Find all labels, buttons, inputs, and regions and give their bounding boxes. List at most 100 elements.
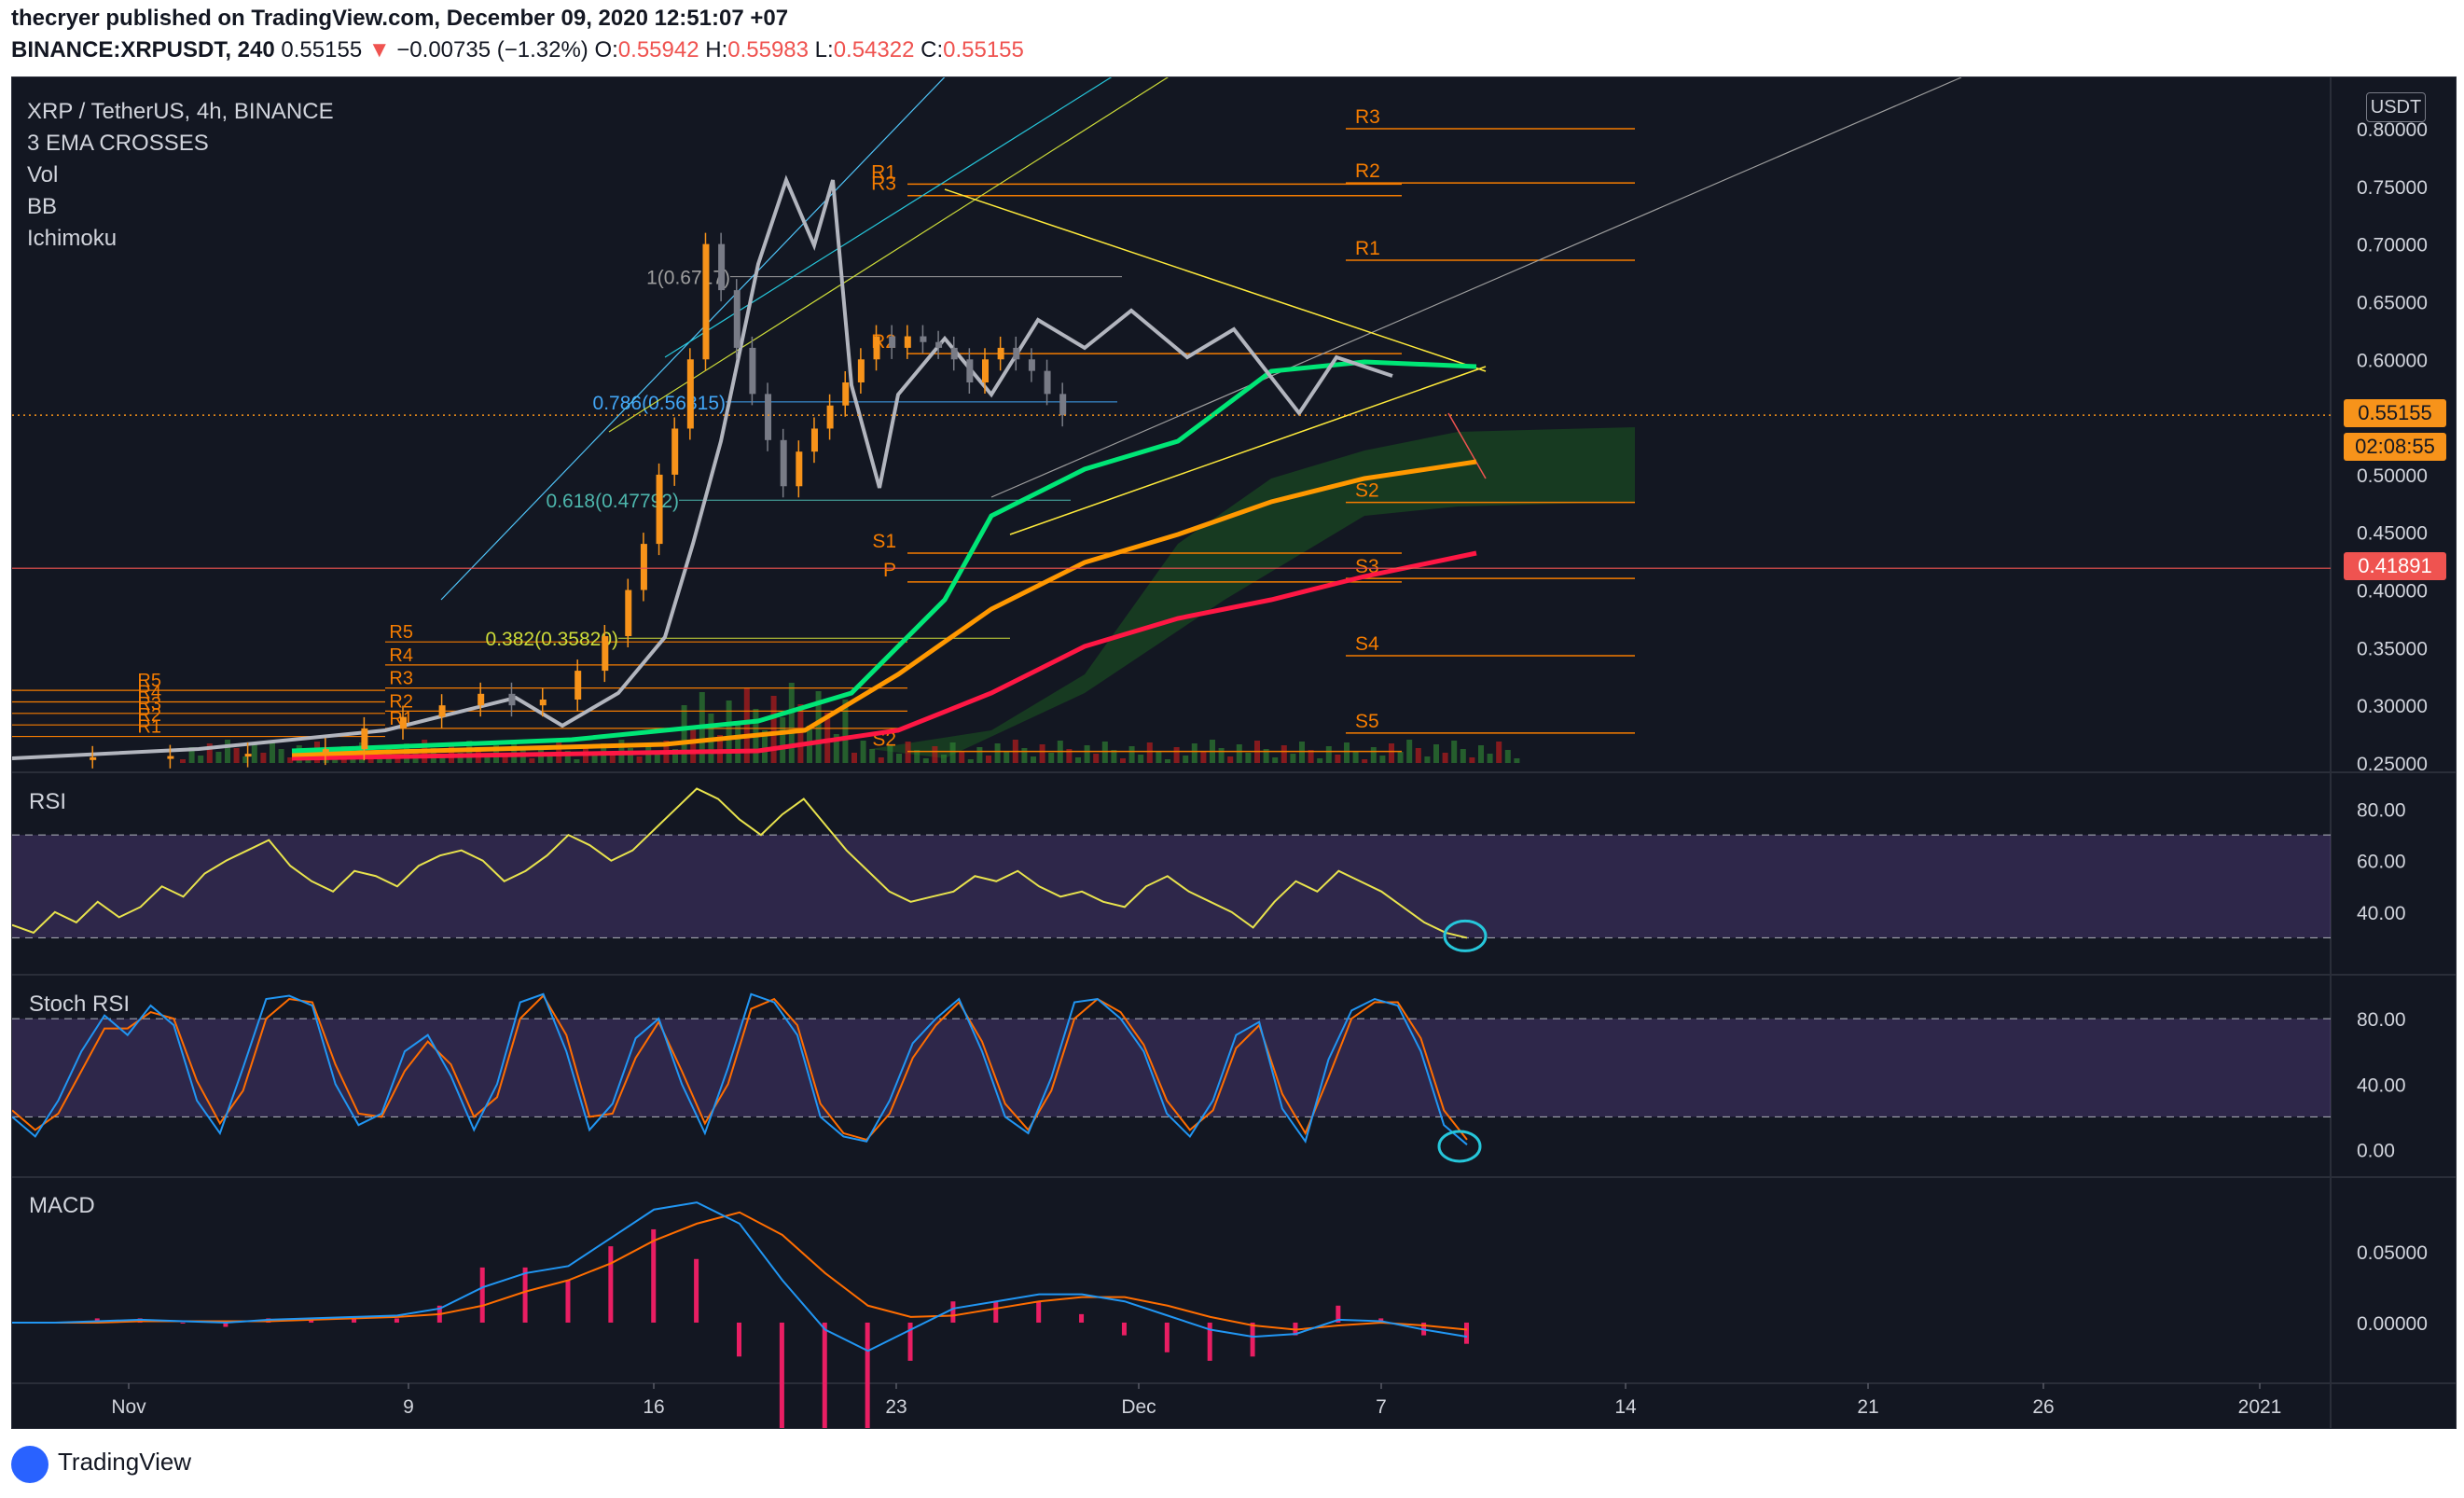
volume-bar bbox=[628, 748, 633, 763]
last-price-tag: 0.55155 bbox=[2344, 399, 2446, 427]
volume-bar bbox=[1048, 753, 1055, 763]
volume-bar bbox=[233, 748, 240, 763]
pivot-label: R5 bbox=[137, 671, 161, 691]
countdown-tag: 02:08:55 bbox=[2344, 433, 2446, 461]
candle-body bbox=[640, 544, 647, 590]
volume-bar bbox=[1325, 746, 1332, 763]
volume-bar bbox=[1084, 745, 1090, 763]
volume-bar bbox=[332, 758, 339, 763]
candle-body bbox=[826, 405, 834, 429]
macd-line bbox=[12, 1201, 1468, 1352]
volume-bar bbox=[1442, 753, 1448, 763]
rsi-highlight-circle bbox=[1443, 919, 1488, 952]
macd-histogram-bar bbox=[651, 1228, 657, 1323]
pivot-label: R3 bbox=[1355, 106, 1380, 128]
currency-button[interactable]: USDT bbox=[2366, 92, 2426, 122]
legend-bb[interactable]: BB bbox=[27, 194, 58, 219]
trend-line bbox=[440, 77, 946, 601]
legend-vol[interactable]: Vol bbox=[27, 162, 59, 187]
time-tick-label: Dec bbox=[1121, 1396, 1156, 1418]
legend-ichimoku[interactable]: Ichimoku bbox=[27, 226, 118, 251]
candle-body bbox=[765, 394, 772, 440]
volume-bar bbox=[797, 704, 804, 763]
volume-bar bbox=[636, 756, 643, 763]
volume-bar bbox=[215, 752, 222, 763]
macd-histogram-bar bbox=[907, 1322, 913, 1361]
candle-body bbox=[625, 589, 632, 636]
price-tick-label: 0.35000 bbox=[2357, 638, 2428, 659]
candle-body bbox=[810, 428, 818, 452]
candle-body bbox=[718, 243, 726, 291]
volume-bar bbox=[242, 756, 249, 763]
open-label: O: bbox=[594, 37, 618, 62]
macd-histogram-bar bbox=[779, 1322, 784, 1428]
projection-arrow bbox=[1447, 412, 1487, 479]
ohlc-line: BINANCE:XRPUSDT, 240 0.55155 ▼ −0.00735 … bbox=[11, 37, 1024, 63]
close-value: 0.55155 bbox=[943, 37, 1024, 62]
pivot-label: R1 bbox=[871, 161, 896, 183]
volume-bar bbox=[1245, 753, 1252, 763]
volume-bar bbox=[1389, 743, 1394, 763]
rsi-tick-label: 80.00 bbox=[2357, 800, 2406, 822]
pivot-label: R4 bbox=[137, 682, 161, 702]
chart-area[interactable]: 0.800000.750000.700000.650000.600000.550… bbox=[11, 76, 2457, 1429]
pivot-label: S2 bbox=[1355, 480, 1379, 502]
time-tick-label: 9 bbox=[403, 1396, 414, 1418]
candle-body bbox=[1028, 359, 1035, 371]
macd-histogram-bar bbox=[479, 1267, 485, 1323]
candle-body bbox=[904, 336, 911, 348]
level-tag: 0.41891 bbox=[2344, 552, 2446, 580]
rsi-line bbox=[12, 787, 1468, 939]
volume-bar bbox=[994, 743, 1001, 763]
volume-bar bbox=[1236, 744, 1242, 763]
rsi-band bbox=[12, 835, 2331, 938]
volume-bar bbox=[869, 749, 876, 763]
candle-body bbox=[686, 359, 694, 429]
macd-histogram-bar bbox=[608, 1246, 614, 1323]
legend-ema[interactable]: 3 EMA CROSSES bbox=[27, 131, 209, 156]
pivot-label: P bbox=[883, 560, 896, 581]
trend-line bbox=[664, 77, 1113, 358]
volume-bar bbox=[1165, 759, 1170, 763]
time-tick-label: 14 bbox=[1614, 1396, 1637, 1418]
volume-bar bbox=[1362, 759, 1368, 763]
candle-body bbox=[733, 290, 741, 348]
macd-histogram-bar bbox=[223, 1322, 228, 1327]
volume-bar bbox=[1183, 756, 1189, 763]
brand-label[interactable]: TradingView bbox=[58, 1448, 192, 1476]
volume-bar bbox=[1504, 750, 1511, 763]
macd-pane-title: MACD bbox=[29, 1193, 95, 1218]
price-tick-label: 0.80000 bbox=[2357, 119, 2428, 141]
tradingview-logo-icon[interactable] bbox=[11, 1446, 48, 1483]
volume-bar bbox=[1415, 748, 1421, 763]
candle-body bbox=[1013, 347, 1020, 360]
volume-bar bbox=[1263, 749, 1269, 763]
candle-body bbox=[438, 705, 446, 717]
rsi-tick-label: 40.00 bbox=[2357, 903, 2406, 924]
volume-bar bbox=[770, 696, 777, 763]
volume-bar bbox=[225, 740, 230, 763]
candle-body bbox=[950, 347, 958, 360]
volume-bar bbox=[1308, 750, 1314, 763]
macd-histogram-bar bbox=[993, 1301, 999, 1323]
pivot-label: S4 bbox=[1355, 633, 1379, 655]
pivot-label: R2 bbox=[137, 705, 161, 726]
stoch-band bbox=[12, 1019, 2331, 1117]
fib-level-label: 0.786(0.56315) bbox=[593, 393, 726, 414]
candle-body bbox=[889, 336, 896, 348]
volume-bar bbox=[1066, 749, 1073, 763]
candle-body bbox=[90, 756, 97, 760]
price-tick-label: 0.30000 bbox=[2357, 696, 2428, 717]
symbol: BINANCE:XRPUSDT, 240 bbox=[11, 37, 275, 62]
candle-body bbox=[602, 636, 609, 672]
volume-bar bbox=[949, 742, 956, 763]
price-tick-label: 0.65000 bbox=[2357, 292, 2428, 313]
price-tick-label: 0.60000 bbox=[2357, 350, 2428, 371]
macd-histogram-bar bbox=[522, 1267, 528, 1323]
pivot-label: R1 bbox=[137, 717, 161, 738]
volume-bar bbox=[780, 717, 786, 763]
chart-canvas[interactable]: 0.800000.750000.700000.650000.600000.550… bbox=[12, 77, 2457, 1429]
volume-bar bbox=[1004, 752, 1010, 763]
ema-short-line bbox=[291, 359, 1477, 754]
macd-histogram-bar bbox=[865, 1322, 870, 1428]
